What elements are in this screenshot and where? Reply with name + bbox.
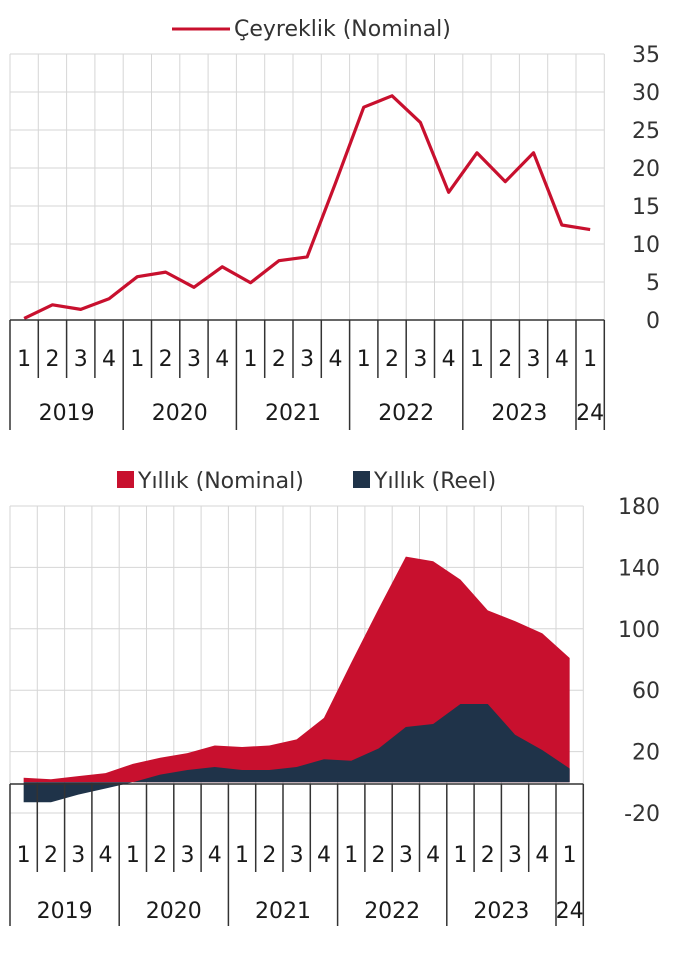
x-quarter-label: 1 [563, 843, 577, 868]
x-year-label: 2020 [146, 899, 202, 924]
x-year-label: 2019 [37, 899, 93, 924]
y-tick-label: 35 [632, 43, 660, 68]
x-quarter-label: 4 [208, 843, 222, 868]
x-quarter-label: 1 [244, 347, 258, 372]
x-year-label: 2019 [39, 401, 95, 426]
x-quarter-label: 1 [344, 843, 358, 868]
x-year-label: 2023 [491, 401, 547, 426]
y-tick-label: 30 [632, 81, 660, 106]
x-year-label: 2022 [364, 899, 420, 924]
x-year-label: 2020 [152, 401, 208, 426]
x-quarter-label: 4 [99, 843, 113, 868]
x-quarter-label: 2 [498, 347, 512, 372]
x-quarter-label: 3 [508, 843, 522, 868]
x-quarter-label: 2 [272, 347, 286, 372]
legend-swatch [353, 471, 370, 488]
y-tick-label: 5 [646, 271, 660, 296]
legend-label: Yıllık (Nominal) [137, 469, 304, 494]
x-year-label: 2021 [265, 401, 321, 426]
x-quarter-label: 1 [583, 347, 597, 372]
chart-top: Çeyreklik (Nominal) 35 30 25 20 15 10 5 0 1 2 3 4 1 2 3… [0, 0, 688, 440]
legend: Yıllık (Nominal) Yıllık (Reel) [117, 469, 496, 494]
x-quarter-label: 4 [535, 843, 549, 868]
x-quarter-label: 3 [74, 347, 88, 372]
x-quarter-label: 2 [481, 843, 495, 868]
x-quarter-label: 2 [262, 843, 276, 868]
x-quarter-label: 3 [187, 347, 201, 372]
x-quarter-label: 4 [102, 347, 116, 372]
y-tick-label: 20 [632, 741, 660, 766]
chart-bottom: Yıllık (Nominal) Yıllık (Reel) 180 140 100 60… [0, 440, 688, 961]
y-tick-label: 100 [618, 618, 660, 643]
x-quarter-label: 4 [328, 347, 342, 372]
x-quarter-label: 3 [180, 843, 194, 868]
x-quarter-label: 1 [470, 347, 484, 372]
y-tick-label: -20 [624, 802, 660, 827]
y-tick-label: 10 [632, 233, 660, 258]
annual-nominal-real-area-chart: Yıllık (Nominal) Yıllık (Reel) 180 140 100 60… [9, 469, 660, 926]
x-quarter-label: 2 [385, 347, 399, 372]
x-quarter-label: 2 [44, 843, 58, 868]
x-year-label: 2023 [473, 899, 529, 924]
x-quarter-label: 4 [215, 347, 229, 372]
x-year-label: 24 [576, 401, 604, 426]
x-quarter-label: 1 [453, 843, 467, 868]
x-quarter-label: 1 [235, 843, 249, 868]
y-tick-label: 140 [618, 556, 660, 581]
y-tick-label: 15 [632, 195, 660, 220]
y-tick-label: 60 [632, 679, 660, 704]
legend-swatch [117, 471, 134, 488]
x-quarter-label: 1 [357, 347, 371, 372]
x-quarter-label: 3 [300, 347, 314, 372]
series-line-ceyreklik-nominal [23, 94, 591, 320]
legend-label: Yıllık (Reel) [373, 469, 496, 494]
legend-label: Çeyreklik (Nominal) [234, 17, 451, 42]
y-tick-label: 20 [632, 157, 660, 182]
x-year-label: 2021 [255, 899, 311, 924]
x-quarter-label: 3 [527, 347, 541, 372]
x-quarter-label: 4 [426, 843, 440, 868]
x-quarter-label: 1 [17, 347, 31, 372]
series-area-yillik-reel [23, 704, 570, 803]
x-quarter-label: 1 [126, 843, 140, 868]
x-quarter-label: 4 [317, 843, 331, 868]
x-quarter-label: 2 [372, 843, 386, 868]
x-quarter-label: 1 [130, 347, 144, 372]
x-quarter-label: 1 [17, 843, 31, 868]
y-tick-label: 180 [618, 495, 660, 520]
x-quarter-label: 2 [45, 347, 59, 372]
y-tick-label: 25 [632, 119, 660, 144]
x-quarter-label: 3 [290, 843, 304, 868]
x-quarter-label: 3 [71, 843, 85, 868]
x-quarter-label: 3 [399, 843, 413, 868]
legend: Çeyreklik (Nominal) [172, 17, 451, 42]
x-quarter-label: 4 [442, 347, 456, 372]
x-year-label: 24 [556, 899, 584, 924]
y-tick-label: 0 [646, 309, 660, 334]
x-quarter-label: 4 [555, 347, 569, 372]
x-quarter-label: 2 [159, 347, 173, 372]
x-quarter-label: 3 [413, 347, 427, 372]
x-quarter-label: 2 [153, 843, 167, 868]
x-year-label: 2022 [378, 401, 434, 426]
